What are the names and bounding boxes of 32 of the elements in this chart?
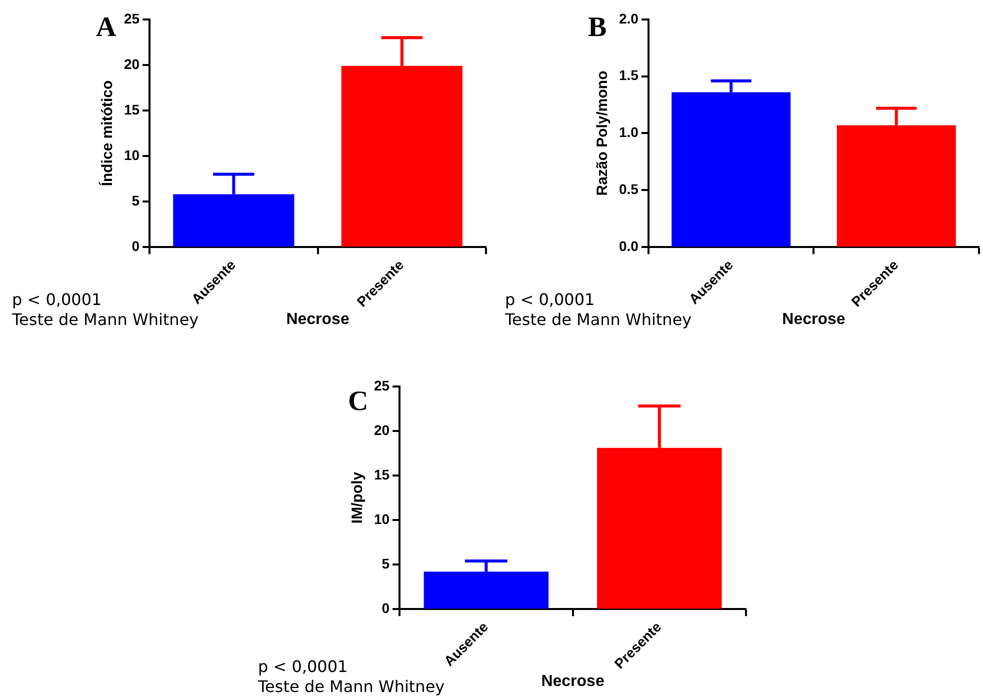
- x-axis-title: Necrose: [782, 310, 846, 328]
- chart-title: B: [588, 12, 607, 43]
- chart-title: C: [348, 386, 368, 417]
- text: p < 0,0001: [505, 290, 595, 309]
- y-tick-label: 20: [374, 422, 390, 438]
- y-tick-label: 15: [374, 466, 390, 482]
- y-tick-label: 0: [382, 600, 390, 616]
- y-tick-label: 1.0: [618, 124, 639, 140]
- y-tick-label: 25: [124, 10, 140, 26]
- text: Teste de Mann Whitney: [12, 310, 199, 330]
- text: Teste de Mann Whitney: [258, 677, 445, 697]
- y-tick-label: 5: [132, 192, 140, 208]
- y-tick-label: 10: [124, 146, 140, 163]
- y-tick-label: 10: [374, 510, 390, 527]
- x-axis-title: Necrose: [286, 310, 350, 328]
- chart-title: A: [96, 12, 116, 43]
- y-tick-label: 2.0: [618, 10, 639, 26]
- x-axis-title: Necrose: [541, 672, 604, 690]
- y-tick-label: 15: [124, 101, 140, 118]
- text: p < 0,0001: [258, 657, 348, 676]
- text: p < 0,0001: [12, 290, 102, 309]
- y-tick-label: 5: [382, 555, 390, 572]
- y-tick-label: 25: [374, 377, 390, 394]
- y-axis-title: Razão Poly/mono: [594, 70, 612, 196]
- y-tick-label: 20: [124, 56, 140, 72]
- y-tick-label: 1.5: [618, 67, 639, 84]
- y-axis-title: Índice mitótico: [98, 80, 116, 186]
- y-axis-title: IM/poly: [349, 471, 366, 524]
- y-tick-label: 0.5: [618, 181, 639, 198]
- y-tick-label: 0: [132, 238, 140, 254]
- y-tick-label: 0.0: [618, 238, 639, 254]
- text: Teste de Mann Whitney: [505, 310, 692, 330]
